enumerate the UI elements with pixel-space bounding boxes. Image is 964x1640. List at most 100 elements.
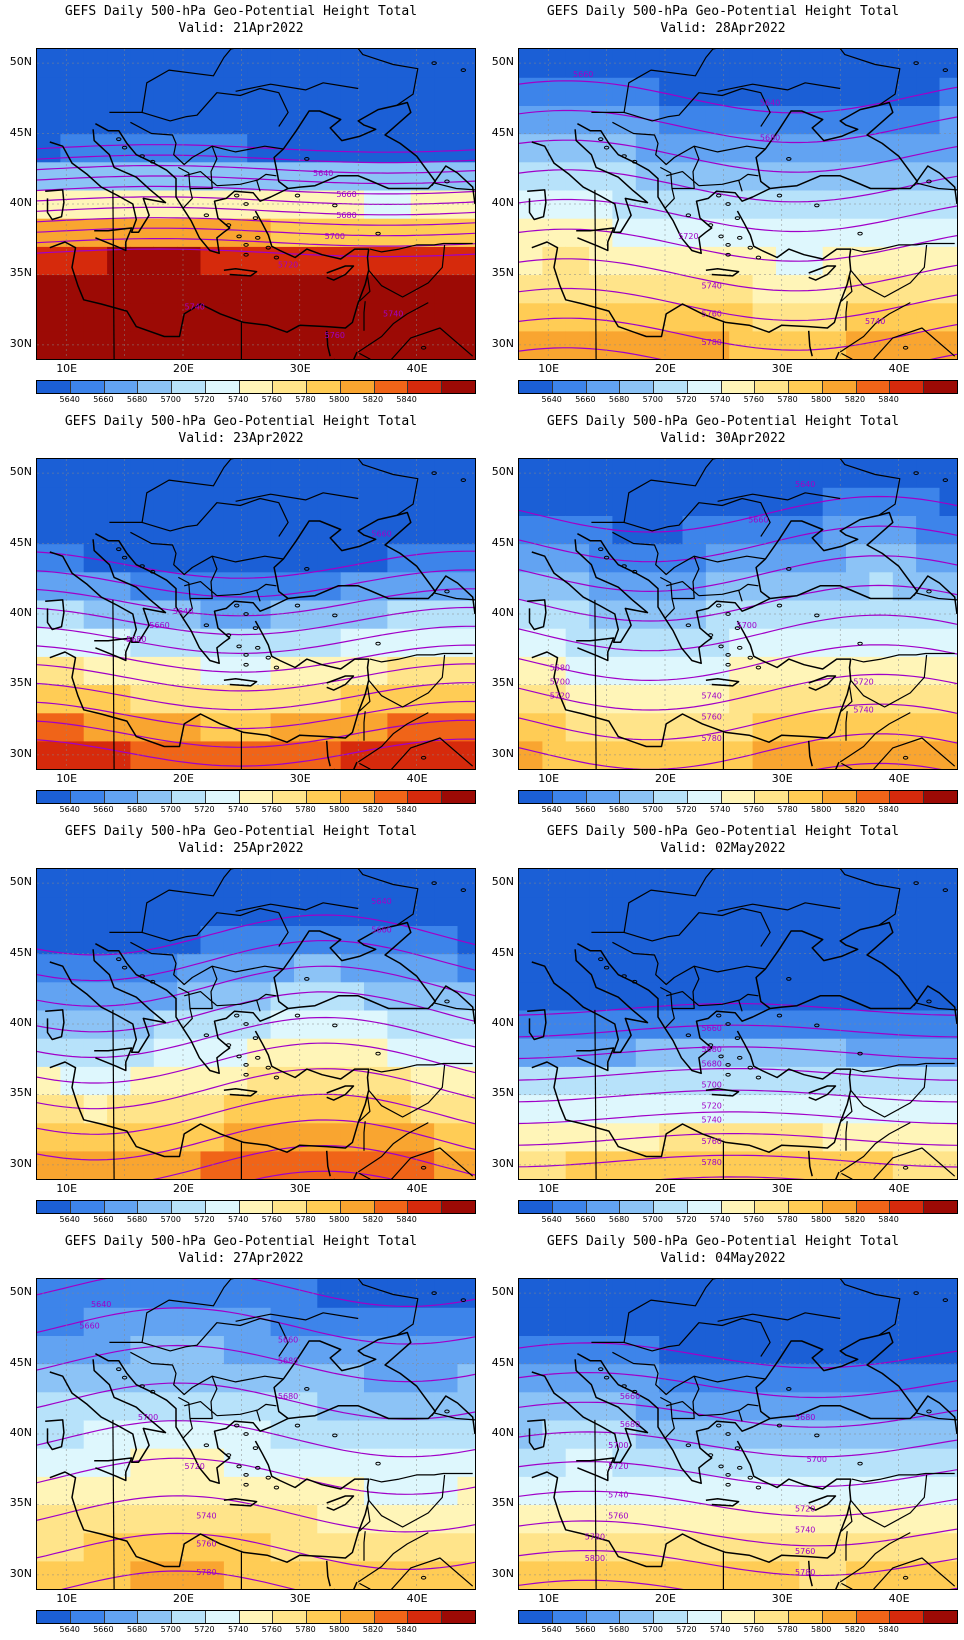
contour-line bbox=[37, 206, 475, 216]
panel-valid-date: Valid: 28Apr2022 bbox=[660, 21, 786, 36]
colorbar-label: 5740 bbox=[227, 1625, 249, 1634]
colorbar-swatch bbox=[822, 791, 857, 803]
colorbar-label: 5720 bbox=[676, 1625, 697, 1634]
panel-title: GEFS Daily 500-hPa Geo-Potential Height … bbox=[64, 414, 418, 429]
colorbar-swatch bbox=[620, 1611, 655, 1623]
map-panel: GEFS Daily 500-hPa Geo-Potential Height … bbox=[482, 1230, 964, 1640]
colorbar-swatch bbox=[104, 1611, 139, 1623]
contour-line bbox=[519, 1111, 957, 1125]
colorbar-label: 5740 bbox=[709, 1215, 731, 1224]
contour-label: 5680 bbox=[126, 635, 146, 644]
contour-line bbox=[37, 550, 475, 579]
contour-line bbox=[37, 965, 475, 1007]
colorbar-swatch bbox=[924, 381, 957, 393]
colorbar-label: 5740 bbox=[709, 805, 731, 814]
colorbar-label: 5760 bbox=[261, 1625, 283, 1634]
contour-label: 5760 bbox=[702, 1137, 722, 1146]
colorbar bbox=[36, 790, 476, 804]
contour-label: 5640 bbox=[795, 480, 815, 489]
colorbar-label: 5780 bbox=[777, 395, 798, 404]
contour-line bbox=[519, 1490, 957, 1517]
colorbar-label: 5680 bbox=[126, 805, 148, 814]
colorbar-swatch bbox=[307, 791, 341, 803]
colorbar-swatch bbox=[822, 381, 857, 393]
colorbar-label: 5680 bbox=[608, 395, 630, 404]
contour-label: 5700 bbox=[807, 1455, 827, 1464]
colorbar-label: 5640 bbox=[59, 1625, 80, 1634]
map-area[interactable]: 5660 5680 5680 5700 5720 5740 5760 5780 bbox=[518, 868, 958, 1180]
coastlines-borders bbox=[527, 49, 957, 359]
panel-valid-date: Valid: 23Apr2022 bbox=[178, 431, 304, 446]
map-area[interactable]: 5640 5660 5660 5680 5680 5700 5720 5740 5760 5780 bbox=[36, 1278, 476, 1590]
contour-line bbox=[37, 663, 475, 692]
colorbar-swatch bbox=[856, 1611, 891, 1623]
contour-line bbox=[37, 1016, 475, 1058]
latitude-label: 50N bbox=[9, 1285, 32, 1299]
longitude-label: 30E bbox=[289, 1592, 311, 1605]
panel-title: GEFS Daily 500-hPa Geo-Potential Height … bbox=[546, 4, 900, 19]
contour-label: 5720 bbox=[795, 1505, 815, 1514]
colorbar-label: 5820 bbox=[362, 1625, 384, 1634]
colorbar-swatch bbox=[104, 381, 139, 393]
colorbar bbox=[518, 380, 958, 394]
contour-label: 5660 bbox=[149, 621, 169, 630]
colorbar-swatch bbox=[687, 1201, 722, 1213]
map-area[interactable]: 5660 5640 5680 5720 5740 5760 5780 5740 bbox=[518, 48, 958, 360]
colorbar-label: 5780 bbox=[295, 1625, 316, 1634]
colorbar-swatch bbox=[408, 381, 443, 393]
colorbar-swatch bbox=[856, 381, 891, 393]
colorbar-swatch bbox=[552, 1611, 587, 1623]
map-area[interactable]: 5640 5660 bbox=[36, 868, 476, 1180]
longitude-label: 40E bbox=[406, 772, 428, 785]
latitude-label: 30N bbox=[9, 1566, 32, 1580]
colorbar-swatch bbox=[70, 1201, 105, 1213]
contour-label: 5660 bbox=[371, 530, 391, 539]
map-area[interactable]: 5660 5640 5660 5680 bbox=[36, 458, 476, 770]
latitude-label: 45N bbox=[9, 945, 32, 959]
contour-line bbox=[519, 1133, 957, 1146]
map-area[interactable]: 5640 5660 5700 5680 5700 5720 5740 5760 5780 5720… bbox=[518, 458, 958, 770]
contour-line bbox=[519, 80, 957, 114]
colorbar-swatch bbox=[442, 791, 475, 803]
colorbar-swatch bbox=[721, 1611, 756, 1623]
geopotential-map: 5660 5640 5680 5720 5740 5760 5780 5740 bbox=[519, 49, 957, 359]
geopotential-map: 5640 5660 5680 5700 5720 5740 5760 5740 bbox=[37, 49, 475, 359]
colorbar-swatch bbox=[172, 791, 206, 803]
map-area[interactable]: 5660 5680 5700 5720 5740 5760 5780 5800 5680 5700… bbox=[518, 1278, 958, 1590]
colorbar-label: 5740 bbox=[709, 1625, 731, 1634]
contour-label: 5660 bbox=[79, 1321, 99, 1330]
latitude-label: 50N bbox=[9, 875, 32, 889]
colorbar-label: 5760 bbox=[261, 395, 283, 404]
colorbar-label: 5840 bbox=[878, 1625, 899, 1634]
longitude-label: 20E bbox=[655, 1592, 676, 1605]
contour-line bbox=[519, 614, 957, 652]
coastlines-borders bbox=[45, 49, 475, 359]
latitude-label: 40N bbox=[9, 1426, 32, 1439]
contour-label: 5740 bbox=[383, 310, 403, 319]
contour-label: 5740 bbox=[702, 1116, 722, 1125]
lat-lon-grid bbox=[519, 1279, 957, 1589]
contour-line bbox=[37, 1119, 475, 1161]
contour-line bbox=[519, 1068, 957, 1081]
contour-line bbox=[37, 606, 475, 636]
map-panel: GEFS Daily 500-hPa Geo-Potential Height … bbox=[482, 410, 964, 820]
contour-line bbox=[519, 555, 957, 593]
contour-line bbox=[37, 217, 475, 226]
colorbar-swatch bbox=[654, 791, 688, 803]
colorbar bbox=[518, 1200, 958, 1214]
latitude-label: 45N bbox=[9, 1355, 32, 1369]
longitude-label: 40E bbox=[888, 1182, 910, 1195]
map-panel: GEFS Daily 500-hPa Geo-Potential Height … bbox=[482, 0, 964, 410]
colorbar-swatch bbox=[239, 381, 274, 393]
map-panel: GEFS Daily 500-hPa Geo-Potential Height … bbox=[482, 820, 964, 1230]
colorbar bbox=[36, 1610, 476, 1624]
colorbar-label: 5840 bbox=[396, 805, 417, 814]
colorbar-label: 5820 bbox=[844, 395, 866, 404]
contour-label: 5800 bbox=[585, 1554, 605, 1563]
colorbar-swatch bbox=[239, 1611, 274, 1623]
colorbar-label: 5720 bbox=[194, 395, 215, 404]
colorbar-swatch bbox=[408, 1201, 443, 1213]
map-area[interactable]: 5640 5660 5680 5700 5720 5740 5760 5740 bbox=[36, 48, 476, 360]
geopotential-map: 5640 5660 bbox=[37, 869, 475, 1179]
colorbar-label: 5680 bbox=[608, 1215, 630, 1224]
